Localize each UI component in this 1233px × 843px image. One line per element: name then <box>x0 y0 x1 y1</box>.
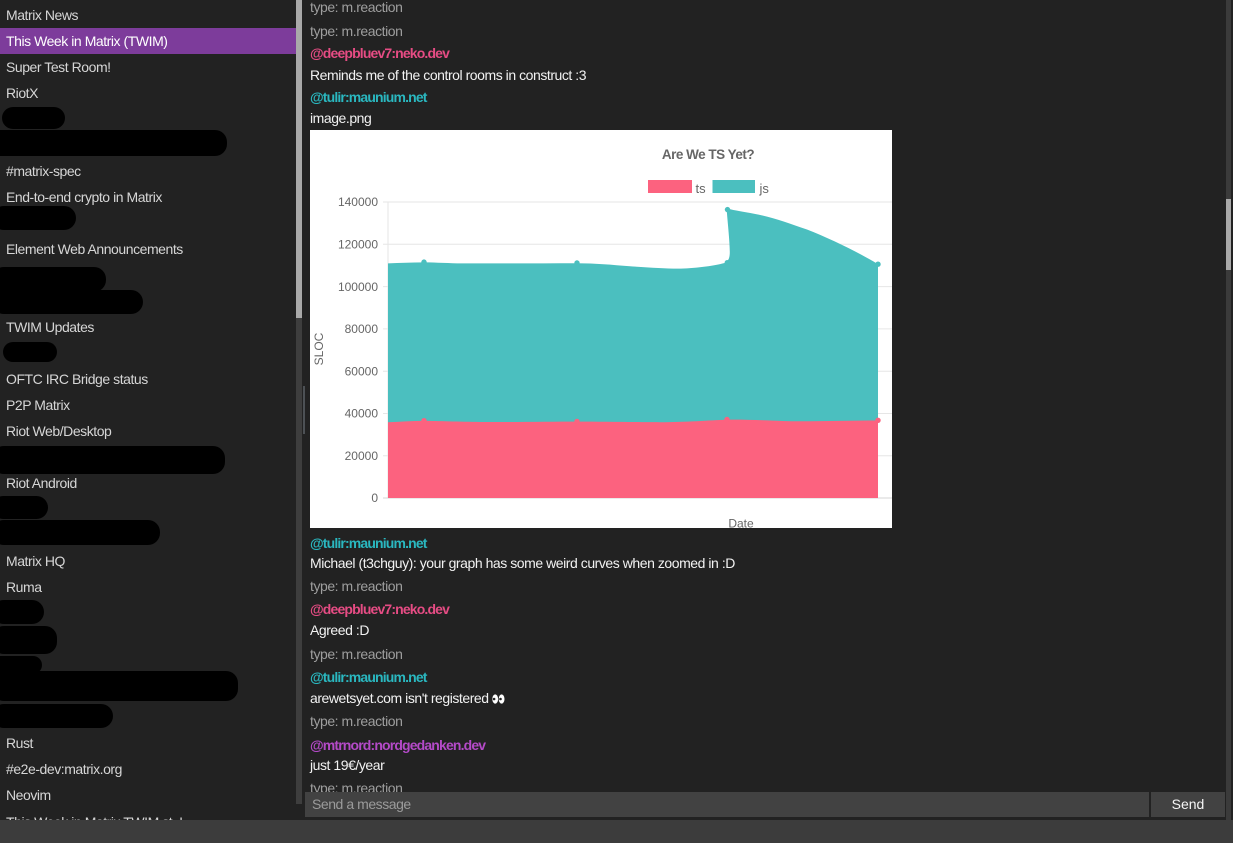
svg-text:js: js <box>759 181 770 196</box>
svg-text:80000: 80000 <box>345 322 379 336</box>
svg-text:40000: 40000 <box>345 407 379 421</box>
svg-text:0: 0 <box>371 491 378 505</box>
svg-text:Date: Date <box>728 517 754 529</box>
svg-text:ts: ts <box>696 181 707 196</box>
svg-text:100000: 100000 <box>338 280 378 294</box>
svg-text:Are We TS Yet?: Are We TS Yet? <box>662 147 755 162</box>
svg-text:120000: 120000 <box>338 238 378 252</box>
svg-text:60000: 60000 <box>345 364 379 378</box>
svg-text:20000: 20000 <box>345 449 379 463</box>
svg-text:SLOC: SLOC <box>312 332 326 365</box>
svg-text:140000: 140000 <box>338 195 378 209</box>
